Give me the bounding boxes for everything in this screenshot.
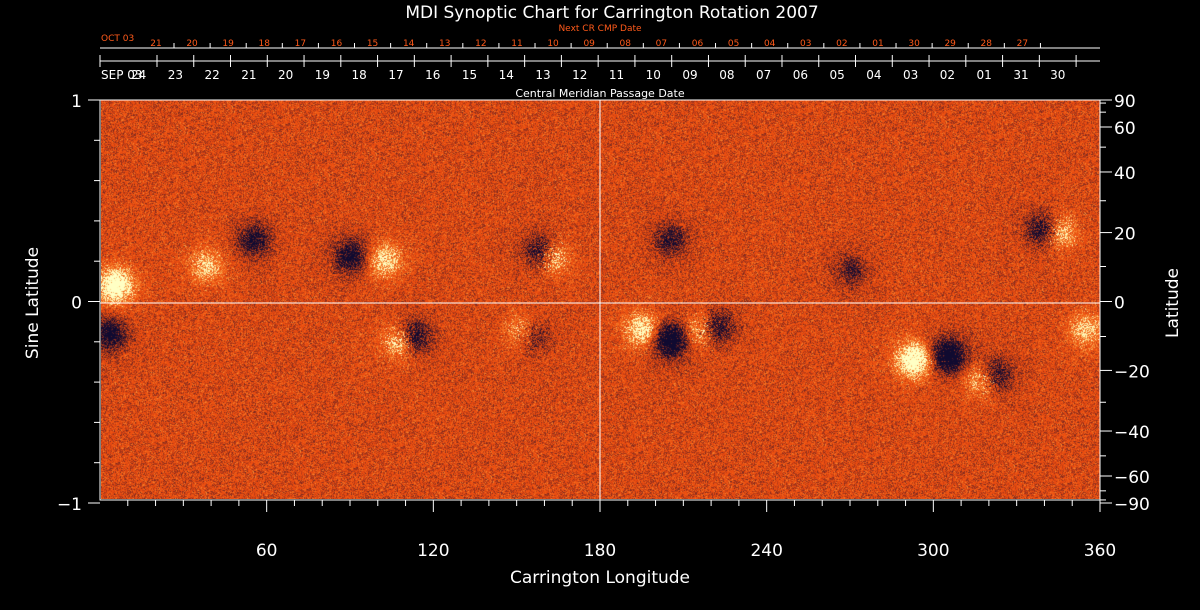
next-first-label: OCT 03 xyxy=(101,34,134,44)
x-tick-label: 180 xyxy=(584,541,616,561)
cmp-date-label: 11 xyxy=(609,68,624,82)
next-date-label: 12 xyxy=(475,39,486,49)
cmp-date-label: 07 xyxy=(756,68,771,82)
x-axis-label: Carrington Longitude xyxy=(510,568,690,588)
cmp-date-label: 10 xyxy=(646,68,661,82)
cmp-date-label: 05 xyxy=(829,68,844,82)
axis-ticks: 60 120 180 240 300 36010−1906040200−20−40−60−… xyxy=(57,39,1150,561)
next-date-label: 06 xyxy=(692,39,704,49)
lat-tick-label: 20 xyxy=(1114,225,1136,245)
next-date-label: 29 xyxy=(944,39,956,49)
next-date-label: 09 xyxy=(583,39,595,49)
cmp-date-label: 24 xyxy=(131,68,146,82)
cmp-date-label: 17 xyxy=(388,68,403,82)
cmp-date-label: 08 xyxy=(719,68,734,82)
next-date-label: 14 xyxy=(403,39,415,49)
next-date-label: 05 xyxy=(728,39,739,49)
next-date-label: 21 xyxy=(150,39,161,49)
next-date-label: 03 xyxy=(800,39,811,49)
cmp-date-label: 01 xyxy=(977,68,992,82)
cmp-date-label: 19 xyxy=(315,68,330,82)
chart-title: MDI Synoptic Chart for Carrington Rotati… xyxy=(405,3,818,23)
cmp-date-label: 21 xyxy=(241,68,256,82)
next-date-label: 08 xyxy=(620,39,632,49)
y-tick-label: −1 xyxy=(57,495,82,515)
next-date-label: 11 xyxy=(511,39,522,49)
cmp-date-label: 30 xyxy=(1050,68,1065,82)
next-date-label: 17 xyxy=(295,39,306,49)
next-date-label: 18 xyxy=(259,39,271,49)
lat-tick-label: −90 xyxy=(1114,495,1150,515)
next-date-label: 02 xyxy=(836,39,847,49)
cmp-date-label: 23 xyxy=(168,68,183,82)
y-tick-label: 1 xyxy=(71,92,82,112)
next-date-label: 16 xyxy=(331,39,343,49)
cmp-date-label: 16 xyxy=(425,68,440,82)
cmp-date-label: 22 xyxy=(204,68,219,82)
lat-tick-label: −60 xyxy=(1114,468,1150,488)
cmp-date-label: 20 xyxy=(278,68,293,82)
cmp-date-label: 31 xyxy=(1013,68,1028,82)
cmp-date-label: 03 xyxy=(903,68,918,82)
y-axis-label: Sine Latitude xyxy=(23,247,43,359)
cmp-date-label: 04 xyxy=(866,68,881,82)
y-axis-label-right: Latitude xyxy=(1163,268,1183,338)
next-date-label: 10 xyxy=(547,39,559,49)
cmp-date-label: 13 xyxy=(535,68,550,82)
lat-tick-label: −40 xyxy=(1114,423,1150,443)
lat-tick-label: 60 xyxy=(1114,119,1136,139)
cmp-date-label: 09 xyxy=(682,68,697,82)
cmp-date-label: 12 xyxy=(572,68,587,82)
top-axis-label: Central Meridian Passage Date xyxy=(515,87,684,100)
x-tick-label: 120 xyxy=(417,541,449,561)
lat-tick-label: 40 xyxy=(1114,164,1136,184)
cmp-date-label: 06 xyxy=(793,68,808,82)
next-date-label: 07 xyxy=(656,39,667,49)
cmp-first-label: SEP 03 xyxy=(101,68,143,82)
lat-tick-label: 0 xyxy=(1114,294,1125,314)
cmp-date-label: 02 xyxy=(940,68,955,82)
next-date-label: 15 xyxy=(367,39,378,49)
next-date-label: 19 xyxy=(222,39,234,49)
cmp-date-label: 14 xyxy=(499,68,514,82)
next-axis-label: Next CR CMP Date xyxy=(558,24,642,34)
next-date-label: 27 xyxy=(1017,39,1028,49)
lat-tick-label: −20 xyxy=(1114,362,1150,382)
next-date-label: 28 xyxy=(981,39,993,49)
x-tick-label: 360 xyxy=(1084,541,1116,561)
next-date-label: 13 xyxy=(439,39,450,49)
cmp-date-label: 15 xyxy=(462,68,477,82)
x-tick-label: 60 xyxy=(256,541,278,561)
y-tick-label: 0 xyxy=(71,294,82,314)
x-tick-label: 300 xyxy=(917,541,949,561)
next-date-label: 01 xyxy=(872,39,883,49)
cmp-date-label: 18 xyxy=(352,68,367,82)
lat-tick-label: 90 xyxy=(1114,92,1136,112)
x-tick-label: 240 xyxy=(750,541,782,561)
next-date-label: 04 xyxy=(764,39,776,49)
next-date-label: 20 xyxy=(186,39,198,49)
next-date-label: 30 xyxy=(908,39,920,49)
